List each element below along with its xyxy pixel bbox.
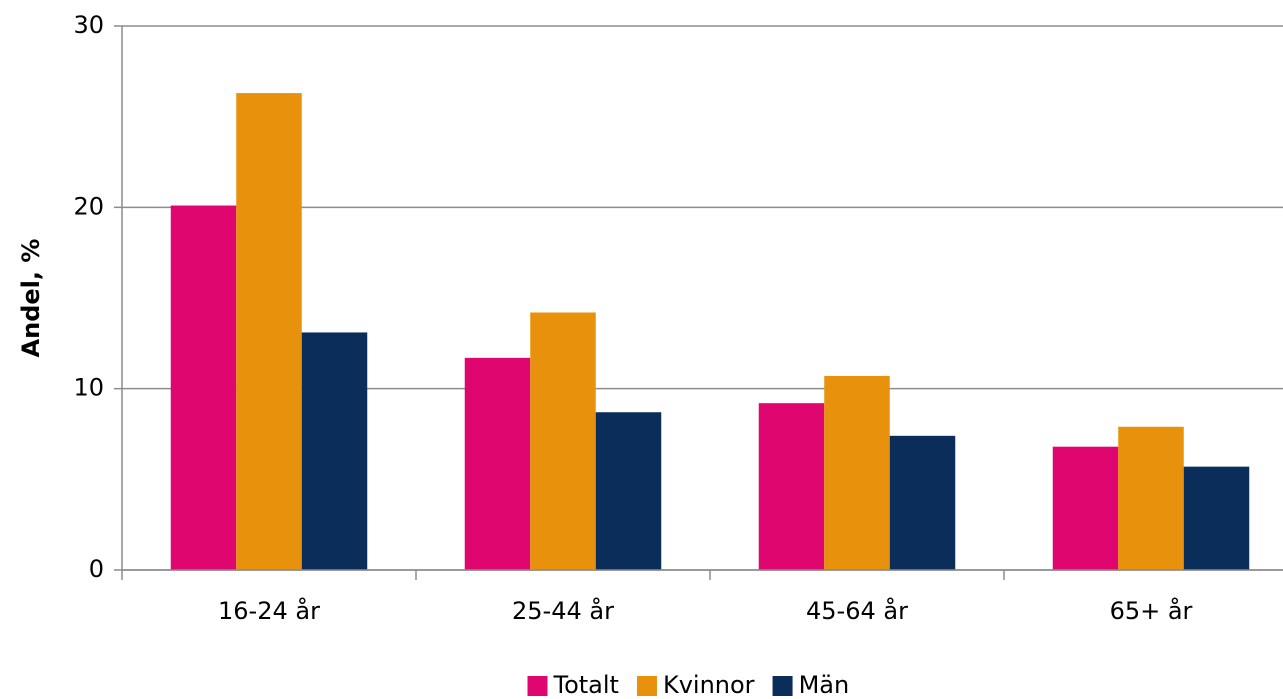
bar — [236, 93, 302, 571]
legend-swatch — [772, 676, 793, 696]
x-tick-label: 25-44 år — [512, 596, 614, 625]
bar — [889, 435, 956, 570]
legend-swatch — [527, 676, 548, 696]
legend-label: Män — [799, 671, 850, 699]
y-tick-label: 20 — [73, 192, 104, 220]
bar — [170, 205, 237, 570]
bar — [464, 357, 531, 570]
bar — [1052, 446, 1119, 570]
bar — [301, 332, 368, 570]
bar — [824, 375, 890, 570]
y-axis-label: Andel, % — [17, 239, 45, 358]
y-tick-label: 30 — [73, 11, 104, 39]
y-tick-label: 0 — [89, 555, 104, 583]
x-tick-label: 65+ år — [1110, 596, 1193, 625]
bar — [1118, 426, 1184, 570]
x-tick-label: 16-24 år — [218, 596, 320, 625]
legend-label: Totalt — [553, 671, 619, 699]
y-tick-label: 10 — [73, 374, 104, 402]
bar — [758, 403, 825, 570]
bar — [595, 412, 662, 570]
legend-swatch — [636, 676, 657, 696]
bar — [1183, 466, 1250, 570]
bar — [530, 312, 596, 570]
x-tick-label: 45-64 år — [806, 596, 908, 625]
legend-label: Kvinnor — [663, 671, 755, 699]
